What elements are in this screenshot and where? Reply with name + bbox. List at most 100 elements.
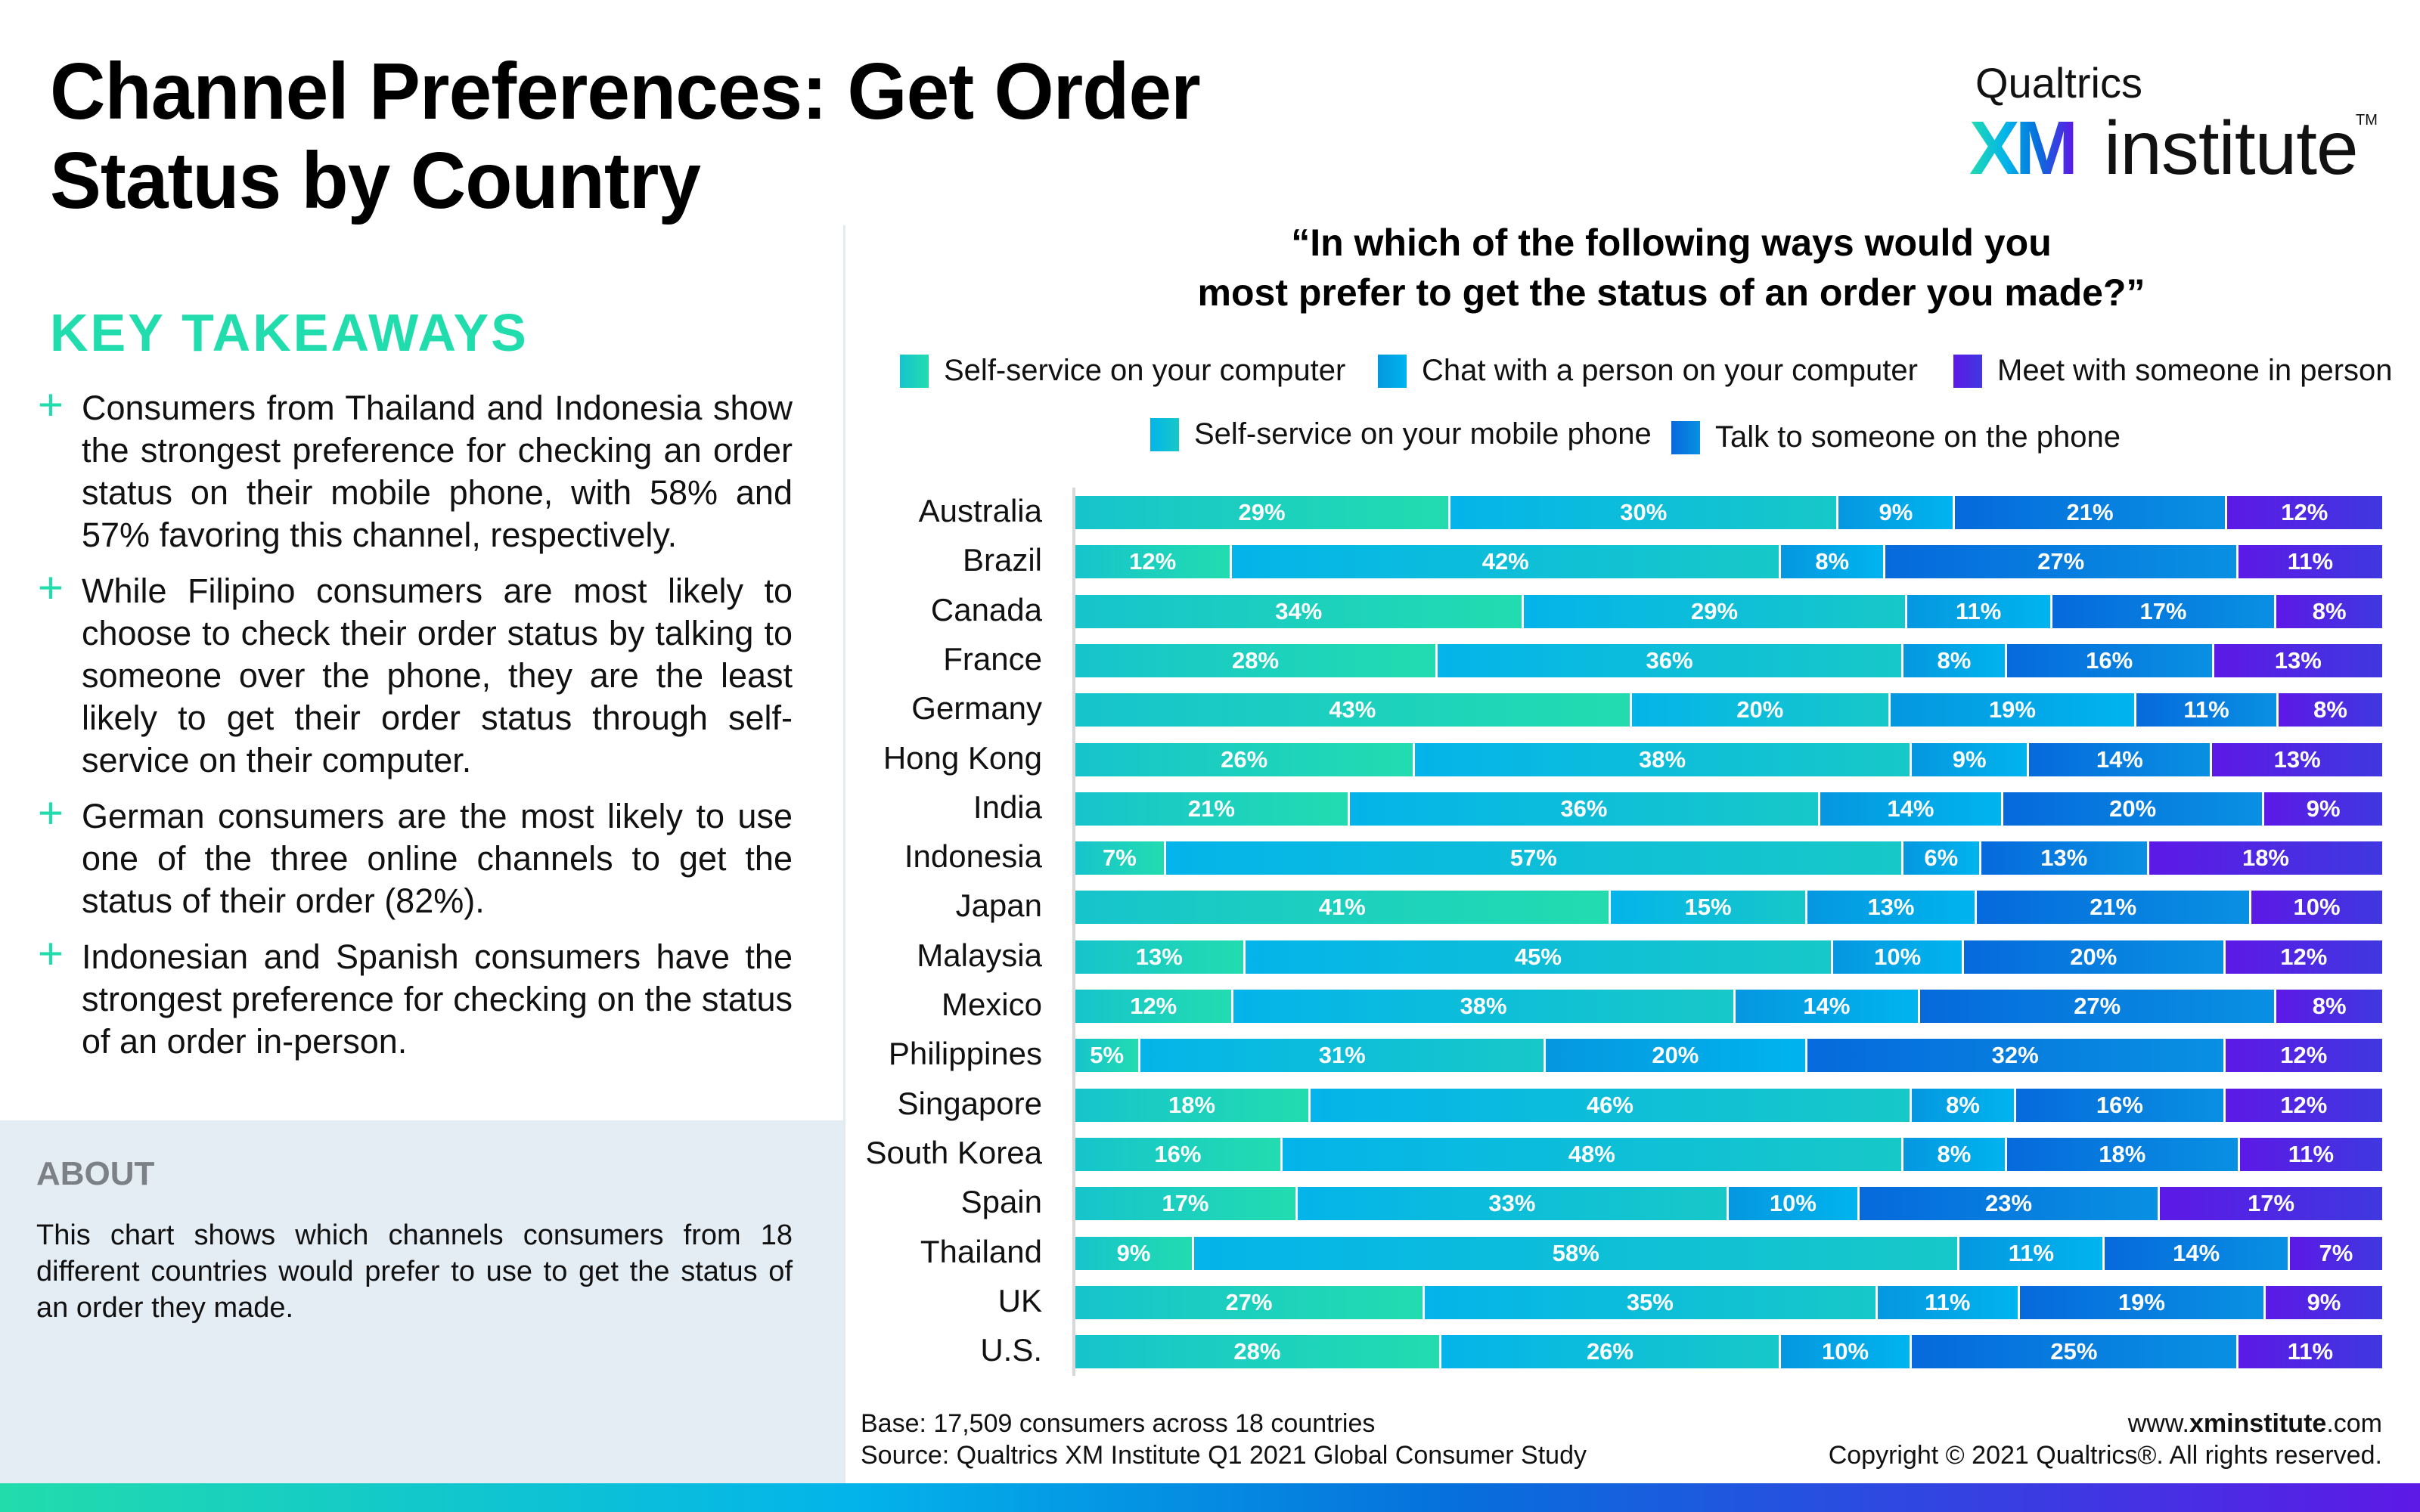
data-label: 42% — [1481, 548, 1529, 575]
bar-segment-talk-phone: 13% — [1981, 841, 2149, 875]
bar-row: 17% 33% 10% 23% 17% — [1075, 1187, 2382, 1221]
bar-segment-meet-in-person: 10% — [2251, 891, 2382, 925]
data-label: 25% — [2050, 1338, 2098, 1365]
bar-segment-chat-computer: 10% — [1781, 1335, 1912, 1369]
data-label: 48% — [1568, 1140, 1615, 1167]
bar-row: 18% 46% 8% 16% 12% — [1075, 1088, 2382, 1122]
bar-segment-self-service-computer: 21% — [1075, 792, 1350, 826]
website-link[interactable]: www.xminstitute.com — [1829, 1408, 2382, 1439]
bar-segment-meet-in-person: 9% — [2264, 792, 2382, 826]
data-label: 7% — [1102, 844, 1137, 872]
bar-segment-meet-in-person: 12% — [2225, 940, 2382, 974]
bar-segment-self-service-computer: 9% — [1075, 1236, 1195, 1270]
bar-segment-chat-computer: 10% — [1728, 1187, 1860, 1221]
country-label: Singapore — [897, 1085, 1042, 1121]
country-label: Thailand — [920, 1233, 1042, 1269]
chart-title: “In which of the following ways would yo… — [855, 218, 2420, 318]
bar-row: 5% 31% 20% 32% 12% — [1075, 1039, 2382, 1073]
bar-segment-meet-in-person: 8% — [2276, 594, 2382, 628]
data-label: 28% — [1232, 646, 1280, 674]
country-label: Spain — [960, 1184, 1042, 1220]
plus-icon: + — [38, 929, 64, 978]
bar-segment-chat-computer: 19% — [1890, 693, 2136, 727]
bar-segment-self-service-mobile: 57% — [1165, 841, 1903, 875]
key-takeaways-heading: KEY TAKEAWAYS — [50, 303, 529, 362]
bar-segment-self-service-mobile: 35% — [1424, 1285, 1878, 1319]
data-label: 46% — [1586, 1091, 1634, 1118]
data-label: 41% — [1318, 894, 1366, 921]
chart-title-line-2: most prefer to get the status of an orde… — [1197, 271, 2145, 314]
bar-segment-talk-phone: 14% — [2105, 1236, 2290, 1270]
bar-segment-self-service-mobile: 46% — [1311, 1088, 1912, 1122]
bar-segment-meet-in-person: 11% — [2238, 1335, 2382, 1369]
bar-segment-self-service-computer: 26% — [1075, 742, 1416, 776]
bar-row: 12% 42% 8% 27% 11% — [1075, 545, 2382, 579]
country-label: Brazil — [962, 542, 1042, 578]
legend-item: Meet with someone in person — [1953, 354, 2393, 388]
data-label: 26% — [1586, 1338, 1634, 1365]
bar-segment-chat-computer: 9% — [1911, 742, 2030, 776]
bar-segment-self-service-mobile: 42% — [1232, 545, 1782, 579]
bar-segment-meet-in-person: 9% — [2265, 1285, 2382, 1319]
bar-segment-self-service-computer: 27% — [1075, 1285, 1425, 1319]
bar-row: 21% 36% 14% 20% 9% — [1075, 792, 2382, 826]
bar-row: 16% 48% 8% 18% 11% — [1075, 1137, 2382, 1171]
data-label: 9% — [1879, 499, 1913, 525]
bar-segment-chat-computer: 6% — [1903, 841, 1981, 875]
about-panel: ABOUT This chart shows which channels co… — [0, 1120, 843, 1483]
brand-gradient-bar — [0, 1483, 2420, 1512]
bar-segment-self-service-computer: 34% — [1075, 594, 1525, 628]
data-label: 16% — [2086, 646, 2133, 674]
data-label: 13% — [2273, 745, 2321, 773]
data-label: 29% — [1691, 597, 1739, 624]
takeaway-text: While Filipino consumers are most likely… — [82, 572, 793, 779]
data-label: 20% — [2070, 943, 2118, 970]
data-label: 23% — [1984, 1190, 2033, 1217]
bar-segment-self-service-computer: 28% — [1075, 1335, 1441, 1369]
bar-segment-chat-computer: 8% — [1903, 643, 2007, 677]
bar-segment-self-service-computer: 17% — [1075, 1187, 1298, 1221]
bar-segment-talk-phone: 25% — [1911, 1335, 2238, 1369]
data-label: 38% — [1460, 993, 1507, 1019]
legend-swatch — [900, 354, 929, 388]
panel-divider — [843, 225, 845, 1483]
data-label: 34% — [1275, 597, 1323, 624]
data-label: 57% — [1509, 844, 1557, 872]
key-takeaways-list: + Consumers from Thailand and Indonesia … — [38, 383, 793, 1077]
bar-segment-meet-in-person: 18% — [2149, 841, 2382, 875]
bar-segment-chat-computer: 11% — [1959, 1236, 2105, 1270]
data-label: 13% — [2274, 646, 2322, 674]
data-label: 43% — [1329, 696, 1376, 723]
data-label: 36% — [1646, 646, 1693, 674]
data-label: 19% — [2118, 1288, 2165, 1315]
footer-credits: www.xminstitute.com Copyright © 2021 Qua… — [1829, 1408, 2382, 1471]
bar-segment-talk-phone: 16% — [2016, 1088, 2226, 1122]
takeaway-text: German consumers are the most likely to … — [82, 797, 793, 920]
data-label: 12% — [2280, 1091, 2328, 1118]
data-label: 36% — [1560, 795, 1608, 822]
legend-swatch — [1953, 354, 1982, 388]
country-label: Germany — [911, 690, 1042, 727]
bar-segment-meet-in-person: 12% — [2226, 496, 2382, 529]
bar-segment-self-service-computer: 43% — [1075, 693, 1632, 727]
data-label: 45% — [1514, 943, 1562, 970]
bar-segment-talk-phone: 18% — [2006, 1137, 2240, 1171]
plus-icon: + — [38, 563, 64, 612]
country-label: U.S. — [980, 1332, 1042, 1368]
bar-segment-chat-computer: 8% — [1903, 1137, 2007, 1171]
bar-row: 28% 26% 10% 25% 11% — [1075, 1335, 2382, 1369]
legend-label: Self-service on your computer — [944, 354, 1346, 387]
bar-segment-talk-phone: 20% — [2003, 792, 2265, 826]
data-label: 16% — [2096, 1091, 2143, 1118]
bar-segment-meet-in-person: 11% — [2239, 1137, 2382, 1171]
data-label: 11% — [2183, 696, 2229, 723]
data-label: 20% — [2109, 795, 2157, 822]
data-label: 17% — [2248, 1190, 2295, 1217]
country-label: Malaysia — [917, 937, 1042, 973]
logo-trademark: TM — [2356, 112, 2378, 129]
bar-segment-self-service-mobile: 15% — [1611, 891, 1807, 925]
bar-segment-chat-computer: 20% — [1546, 1039, 1807, 1073]
data-label: 31% — [1318, 1042, 1366, 1069]
data-label: 28% — [1233, 1338, 1281, 1365]
bar-segment-talk-phone: 21% — [1977, 891, 2252, 925]
